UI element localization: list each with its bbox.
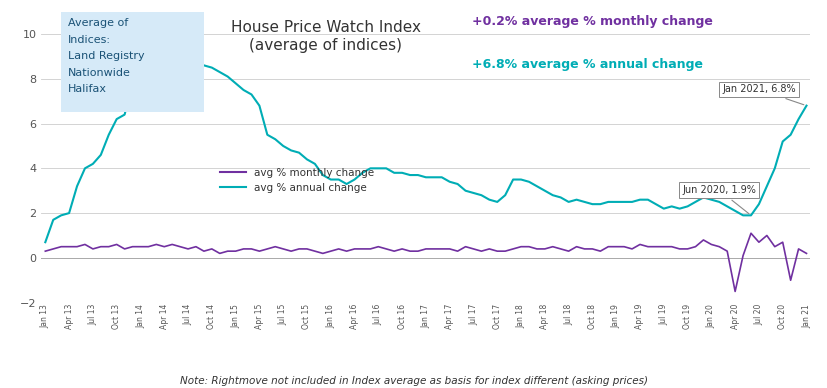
Text: +6.8% average % annual change: +6.8% average % annual change xyxy=(472,58,703,71)
Text: +0.2% average % monthly change: +0.2% average % monthly change xyxy=(472,15,713,28)
Legend: avg % monthly change, avg % annual change: avg % monthly change, avg % annual chang… xyxy=(216,164,379,197)
Text: Jan 2021, 6.8%: Jan 2021, 6.8% xyxy=(722,85,804,105)
FancyBboxPatch shape xyxy=(61,12,204,113)
Text: Average of
Indices:
Land Registry
Nationwide
Halifax: Average of Indices: Land Registry Nation… xyxy=(68,18,144,94)
Text: House Price Watch Index
(average of indices): House Price Watch Index (average of indi… xyxy=(231,20,421,53)
Text: Jun 2020, 1.9%: Jun 2020, 1.9% xyxy=(682,185,756,214)
Text: Note: Rightmove not included in Index average as basis for index different (aski: Note: Rightmove not included in Index av… xyxy=(179,376,648,386)
